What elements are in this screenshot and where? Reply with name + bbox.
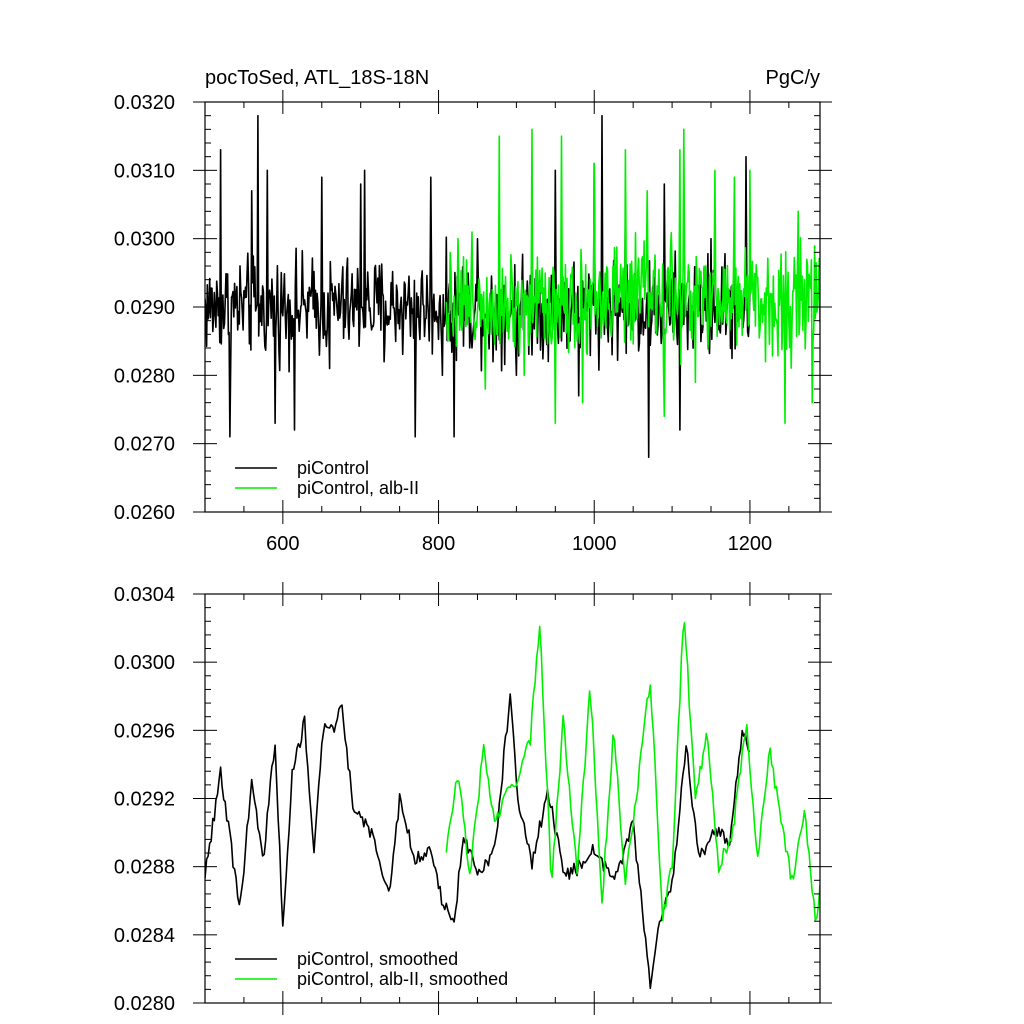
- y-tick-label: 0.0320: [114, 92, 175, 114]
- y-tick-label: 0.0300: [114, 229, 175, 251]
- legend-label: piControl: [297, 458, 369, 478]
- y-tick-label: 0.0288: [114, 857, 175, 879]
- y-tick-label: 0.0300: [114, 652, 175, 674]
- y-tick-label: 0.0280: [114, 993, 175, 1015]
- plot-frame: [204, 593, 821, 1004]
- y-tick-label: 0.0310: [114, 160, 175, 182]
- y-tick-label: 0.0296: [114, 720, 175, 742]
- panel-title-right: PgC/y: [766, 67, 820, 89]
- series-line-picontrol-alb-ii: [445, 128, 820, 424]
- y-tick-label: 0.0270: [114, 434, 175, 456]
- y-tick-label: 0.0290: [114, 297, 175, 319]
- x-tick-label: 800: [422, 533, 455, 555]
- y-tick-label: 0.0280: [114, 365, 175, 387]
- y-tick-label: 0.0292: [114, 789, 175, 811]
- panel-title-left: pocToSed, ATL_18S-18N: [205, 67, 429, 89]
- top-panel: pocToSed, ATL_18S-18N PgC/y 600 800 1000 12…: [114, 67, 832, 555]
- series-line-picontrol-alb-ii: [445, 622, 820, 922]
- x-tick-label: 1200: [728, 533, 773, 555]
- series-line-picontrol: [205, 114, 751, 459]
- legend-label: piControl, smoothed: [297, 949, 458, 969]
- legend-label: piControl, alb-II: [297, 478, 419, 498]
- x-tick-label: 1000: [572, 533, 617, 555]
- legend-label: piControl, alb-II, smoothed: [297, 969, 508, 989]
- bottom-panel: 0.0280 0.0284 0.0288 0.0292 0.0296 0.0300 0.03…: [114, 582, 832, 1015]
- y-tick-label: 0.0304: [114, 584, 175, 606]
- x-tick-label: 600: [266, 533, 299, 555]
- y-tick-label: 0.0284: [114, 925, 175, 947]
- series-line-picontrol: [205, 693, 751, 990]
- y-tick-label: 0.0260: [114, 502, 175, 524]
